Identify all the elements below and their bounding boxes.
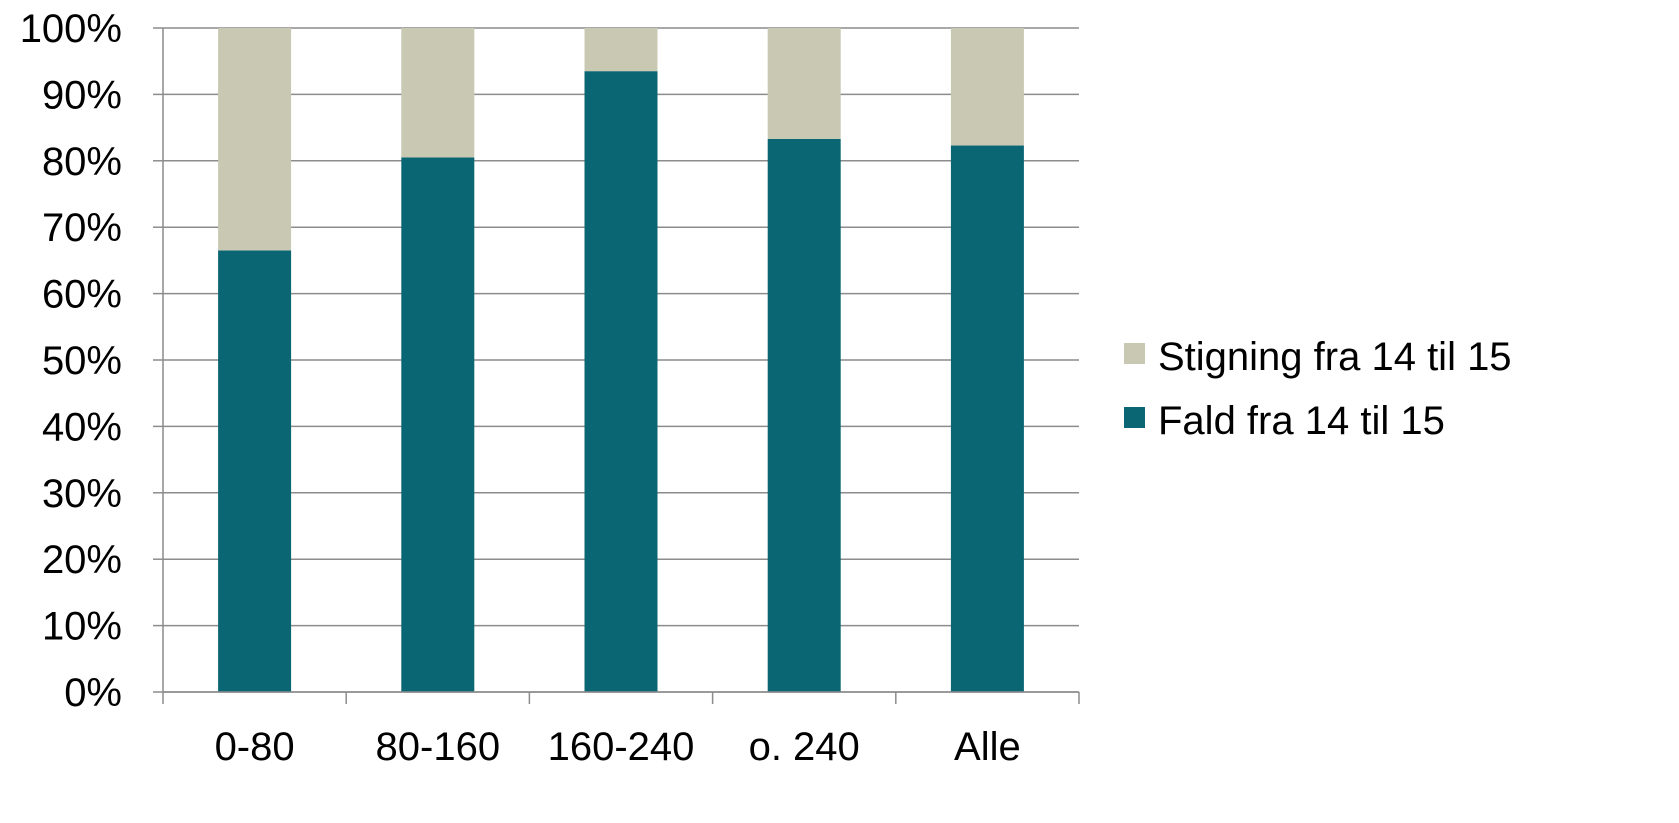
bars: [218, 28, 1024, 693]
x-tick-label: 160-240: [548, 725, 695, 769]
y-tick-label: 100%: [20, 7, 122, 51]
bar-segment-stigning: [584, 28, 658, 72]
x-tick-label: o. 240: [749, 725, 860, 769]
y-tick-label: 20%: [42, 538, 122, 582]
y-tick-label: 30%: [42, 472, 122, 516]
x-axis-tick-labels: 0-80 80-160 160-240 o. 240 Alle: [215, 725, 1021, 769]
axes: [153, 27, 1080, 704]
bar-segment-fald: [584, 71, 658, 692]
legend-swatch: [1124, 407, 1145, 428]
bar-segment-stigning: [950, 28, 1024, 146]
bar-segment-fald: [218, 250, 292, 692]
bar-segment-stigning: [401, 28, 475, 158]
y-tick-label: 60%: [42, 273, 122, 317]
x-tick-label: 80-160: [376, 725, 501, 769]
legend-label: Stigning fra 14 til 15: [1158, 335, 1512, 379]
x-tick-label: Alle: [954, 725, 1021, 769]
y-tick-label: 0%: [64, 671, 122, 715]
y-tick-label: 90%: [42, 73, 122, 117]
legend-swatch: [1124, 343, 1145, 364]
bar-segment-stigning: [218, 28, 292, 251]
x-tick-label: 0-80: [215, 725, 295, 769]
y-tick-label: 40%: [42, 405, 122, 449]
y-tick-label: 70%: [42, 206, 122, 250]
y-tick-label: 80%: [42, 140, 122, 184]
bar-segment-fald: [401, 157, 475, 693]
y-tick-label: 50%: [42, 339, 122, 383]
legend: Stigning fra 14 til 15 Fald fra 14 til 15: [1124, 335, 1512, 443]
y-tick-label: 10%: [42, 605, 122, 649]
y-axis-tick-labels: 0% 10% 20% 30% 40% 50% 60% 70% 80% 90% 100%: [20, 7, 122, 715]
bar-segment-stigning: [767, 28, 841, 139]
bar-segment-fald: [950, 145, 1024, 692]
bar-segment-fald: [767, 138, 841, 692]
legend-label: Fald fra 14 til 15: [1158, 399, 1445, 443]
